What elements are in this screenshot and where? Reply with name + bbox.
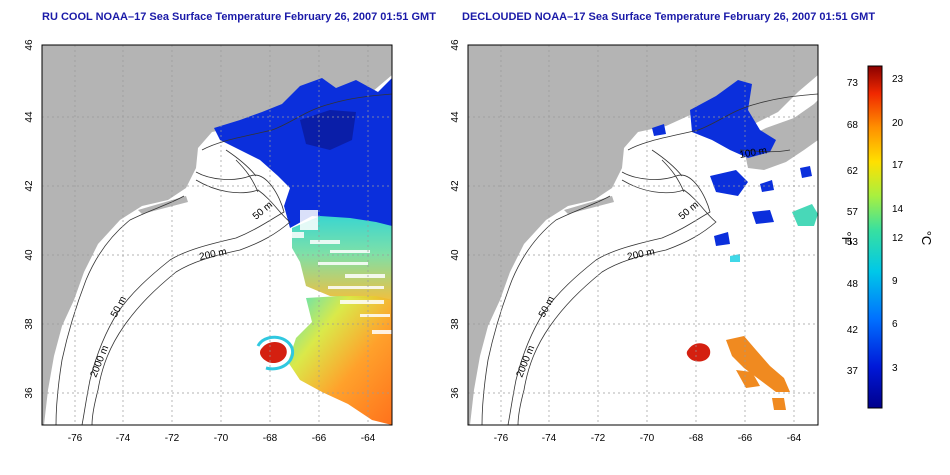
- left-grid: [42, 45, 392, 425]
- celsius-tick-label: 20: [892, 118, 904, 129]
- lat-tick-label: 42: [450, 180, 461, 192]
- lat-tick-label: 42: [24, 180, 35, 192]
- right-contour-label: 100 m: [739, 145, 768, 161]
- lon-tick-label: -70: [640, 433, 655, 444]
- lat-tick-label: 36: [450, 387, 461, 399]
- left-map: 50 m 200 m 50 m 2000 m -76 -74 -72 -70 -…: [24, 39, 393, 444]
- lat-tick-label: 46: [24, 39, 35, 51]
- left-contours: [55, 93, 392, 425]
- right-sst-cold-patch: [652, 124, 666, 136]
- right-frame: [467, 44, 819, 426]
- lat-tick-label: 40: [450, 249, 461, 261]
- right-sst-cold-patch: [800, 166, 812, 178]
- lon-tick-label: -74: [116, 433, 131, 444]
- right-sst-warm-patch: [736, 370, 760, 388]
- lon-tick-label: -74: [542, 433, 557, 444]
- lon-tick-label: -66: [738, 433, 753, 444]
- left-panel-title: RU COOL NOAA–17 Sea Surface Temperature …: [42, 11, 436, 23]
- lat-tick-label: 38: [450, 318, 461, 330]
- lat-tick-label: 38: [24, 318, 35, 330]
- left-sst-warm: [288, 296, 392, 425]
- lon-tick-label: -76: [68, 433, 83, 444]
- celsius-tick-label: 3: [892, 363, 898, 374]
- fahrenheit-tick-label: 37: [847, 366, 859, 377]
- right-sst-cold-patch: [760, 180, 774, 192]
- lon-tick-label: -70: [214, 433, 229, 444]
- celsius-tick-label: 14: [892, 204, 904, 215]
- lon-tick-label: -66: [312, 433, 327, 444]
- lat-tick-label: 36: [24, 387, 35, 399]
- fahrenheit-tick-label: 53: [847, 237, 859, 248]
- right-sst-cyan-patch: [730, 254, 740, 262]
- lon-tick-label: -68: [689, 433, 704, 444]
- lon-tick-label: -72: [165, 433, 180, 444]
- fahrenheit-tick-label: 48: [847, 279, 859, 290]
- left-cloud-speckle: [284, 210, 392, 334]
- right-sst-cold: [690, 80, 776, 158]
- right-land: [468, 45, 818, 425]
- right-contours: [481, 93, 818, 425]
- lon-tick-label: -76: [494, 433, 509, 444]
- celsius-tick-label: 12: [892, 233, 904, 244]
- lon-tick-label: -68: [263, 433, 278, 444]
- celsius-tick-label: 6: [892, 319, 898, 330]
- celsius-tick-label: 17: [892, 160, 904, 171]
- lat-tick-label: 46: [450, 39, 461, 51]
- right-sst-cold-patch: [710, 170, 748, 196]
- left-lat-ticks: 46 44 42 40 38 36: [24, 39, 35, 399]
- fahrenheit-tick-label: 68: [847, 120, 859, 131]
- right-sst-cold-patch: [714, 232, 730, 246]
- lon-tick-label: -64: [787, 433, 802, 444]
- left-lon-ticks: -76 -74 -72 -70 -68 -66 -64: [68, 433, 376, 444]
- fahrenheit-tick-label: 62: [847, 166, 859, 177]
- lat-tick-label: 44: [24, 111, 35, 123]
- right-warm-eddy: [686, 343, 711, 362]
- fahrenheit-tick-label: 42: [847, 325, 859, 336]
- celsius-tick-label: 23: [892, 74, 904, 85]
- right-lat-ticks: 46 44 42 40 38 36: [450, 39, 461, 399]
- right-sst-warm-patch: [726, 336, 790, 392]
- right-lon-ticks: -76 -74 -72 -70 -68 -66 -64: [494, 433, 802, 444]
- left-land: [42, 45, 392, 425]
- left-warm-eddy: [260, 342, 287, 364]
- right-sst-cyan-patch: [792, 204, 818, 226]
- fahrenheit-tick-label: 73: [847, 78, 859, 89]
- left-sst-cold-deep: [300, 110, 356, 150]
- right-sst-warm-patch: [772, 398, 786, 410]
- lat-tick-label: 40: [24, 249, 35, 261]
- lat-tick-label: 44: [450, 111, 461, 123]
- celsius-tick-label: 9: [892, 276, 898, 287]
- lon-tick-label: -64: [361, 433, 376, 444]
- right-sst-cold-patch: [752, 210, 774, 224]
- right-map: 100 m 50 m 200 m 50 m 2000 m -76 -74 -72…: [450, 39, 819, 444]
- left-sst-slope-water: [292, 216, 392, 300]
- right-panel-title: DECLOUDED NOAA–17 Sea Surface Temperatur…: [462, 11, 876, 23]
- left-frame: [41, 44, 393, 426]
- fahrenheit-tick-label: 57: [847, 207, 859, 218]
- colorbar-fahrenheit-ticks: 73 68 62 57 53 48 42 37: [847, 78, 859, 377]
- left-eddy-ring: [256, 335, 295, 371]
- lon-tick-label: -72: [591, 433, 606, 444]
- right-grid: [468, 45, 818, 425]
- fahrenheit-unit-label: °F: [839, 231, 854, 244]
- colorbar-celsius-ticks: 23 20 17 14 12 9 6 3: [892, 74, 904, 374]
- colorbar: 73 68 62 57 53 48 42 37 23 20 17 14 12 9…: [839, 65, 934, 409]
- colorbar-gradient: [867, 65, 883, 409]
- celsius-unit-label: °C: [919, 231, 934, 246]
